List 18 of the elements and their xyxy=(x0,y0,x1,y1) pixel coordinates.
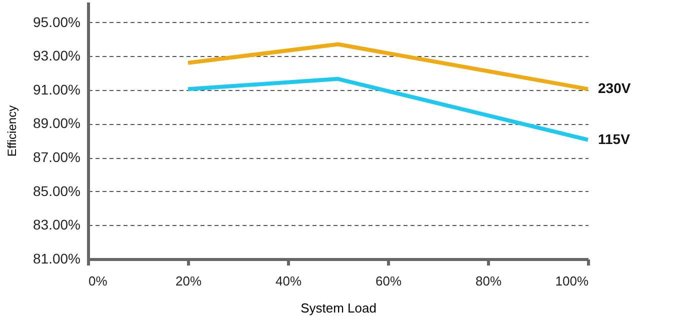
y-tick-label: 81.00% xyxy=(33,250,80,266)
x-tick-label: 40% xyxy=(275,274,302,288)
x-tick-label: 60% xyxy=(375,274,402,288)
x-tick-label: 20% xyxy=(175,274,202,288)
x-tick-label: 0% xyxy=(88,274,108,288)
y-tick-label: 91.00% xyxy=(33,81,80,98)
x-tick-label: 80% xyxy=(475,274,502,288)
y-tick-label: 93.00% xyxy=(33,48,80,64)
y-tick-label: 85.00% xyxy=(33,182,80,199)
x-axis-title: System Load xyxy=(300,300,376,316)
y-tick-label: 95.00% xyxy=(33,14,80,30)
y-tick-label: 83.00% xyxy=(33,216,80,233)
series-label: 115V xyxy=(598,130,631,147)
y-tick-label: 87.00% xyxy=(33,149,80,166)
x-tick-label: 100% xyxy=(555,274,589,288)
series-label: 230V xyxy=(598,80,632,96)
y-tick-label: 89.00% xyxy=(33,115,80,132)
y-axis-title: Efficiency xyxy=(5,105,20,157)
